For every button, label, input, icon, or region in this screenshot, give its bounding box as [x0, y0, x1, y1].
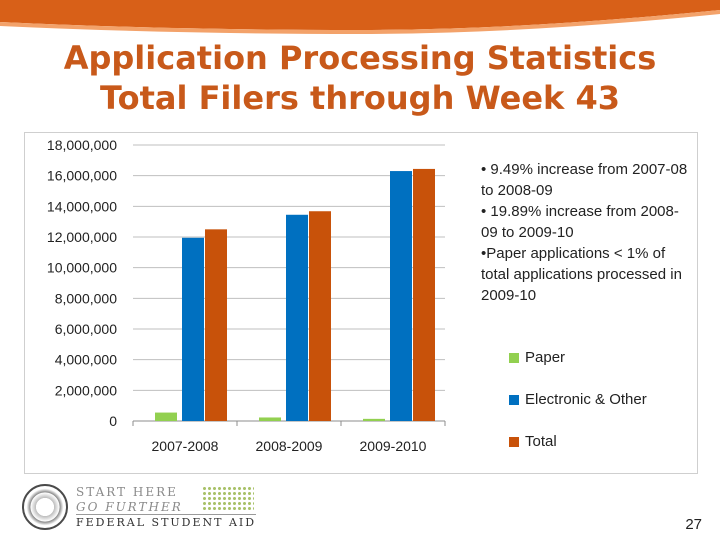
title-line-1: Application Processing Statistics	[63, 39, 657, 77]
bar-paper-2008-2009	[259, 417, 281, 421]
y-tick-label: 0	[109, 413, 117, 429]
y-tick-label: 10,000,000	[47, 260, 117, 276]
y-tick-label: 12,000,000	[47, 229, 117, 245]
legend-label-total: Total	[525, 433, 557, 450]
x-tick-label: 2008-2009	[256, 438, 323, 454]
y-tick-label: 6,000,000	[55, 321, 117, 337]
y-tick-label: 8,000,000	[55, 290, 117, 306]
y-tick-label: 4,000,000	[55, 352, 117, 368]
bar-total-2009-2010	[413, 168, 435, 421]
y-tick-label: 16,000,000	[47, 168, 117, 184]
note-3: •Paper applications < 1% of total applic…	[481, 245, 682, 304]
bar-paper-2009-2010	[363, 418, 385, 421]
y-tick-label: 18,000,000	[47, 137, 117, 153]
dot-pattern-icon	[202, 486, 254, 512]
legend-label-electronic: Electronic & Other	[525, 391, 647, 408]
y-tick-label: 2,000,000	[55, 382, 117, 398]
legend-swatch-paper	[509, 353, 519, 363]
page-number: 27	[685, 516, 702, 533]
bar-paper-2007-2008	[155, 412, 177, 421]
bar-electronic-2009-2010	[390, 171, 412, 421]
chart-frame: 18,000,000 16,000,000 14,000,000 12,000,000…	[24, 132, 698, 474]
legend-swatch-electronic	[509, 395, 519, 405]
bar-chart: 18,000,000 16,000,000 14,000,000 12,000,000…	[47, 137, 446, 454]
federal-student-aid-logo: START HERE GO FURTHER FEDERAL STUDENT AI…	[22, 484, 256, 536]
bar-electronic-2007-2008	[182, 237, 204, 421]
title-line-2: Total Filers through Week 43	[100, 79, 620, 117]
bar-electronic-2008-2009	[286, 214, 308, 421]
note-2: • 19.89% increase from 2008-09 to 2009-1…	[481, 203, 679, 241]
logo-wordmark: FEDERAL STUDENT AID	[76, 516, 257, 529]
note-1: • 9.49% increase from 2007-08 to 2008-09	[481, 161, 688, 199]
bar-total-2008-2009	[309, 211, 331, 421]
logo-divider	[76, 514, 256, 515]
y-tick-label: 14,000,000	[47, 198, 117, 214]
bar-total-2007-2008	[205, 229, 227, 421]
x-tick-label: 2009-2010	[360, 438, 427, 454]
x-tick-label: 2007-2008	[152, 438, 219, 454]
notes-text: • 9.49% increase from 2007-08 to 2008-09…	[481, 159, 691, 306]
department-seal-icon	[22, 484, 68, 530]
header-band	[0, 0, 720, 34]
slide-title: Application Processing Statistics Total …	[20, 38, 700, 118]
logo-tagline-2: GO FURTHER	[76, 500, 183, 514]
logo-tagline-1: START HERE	[76, 485, 178, 499]
legend-label-paper: Paper	[525, 349, 566, 366]
legend-swatch-total	[509, 437, 519, 447]
